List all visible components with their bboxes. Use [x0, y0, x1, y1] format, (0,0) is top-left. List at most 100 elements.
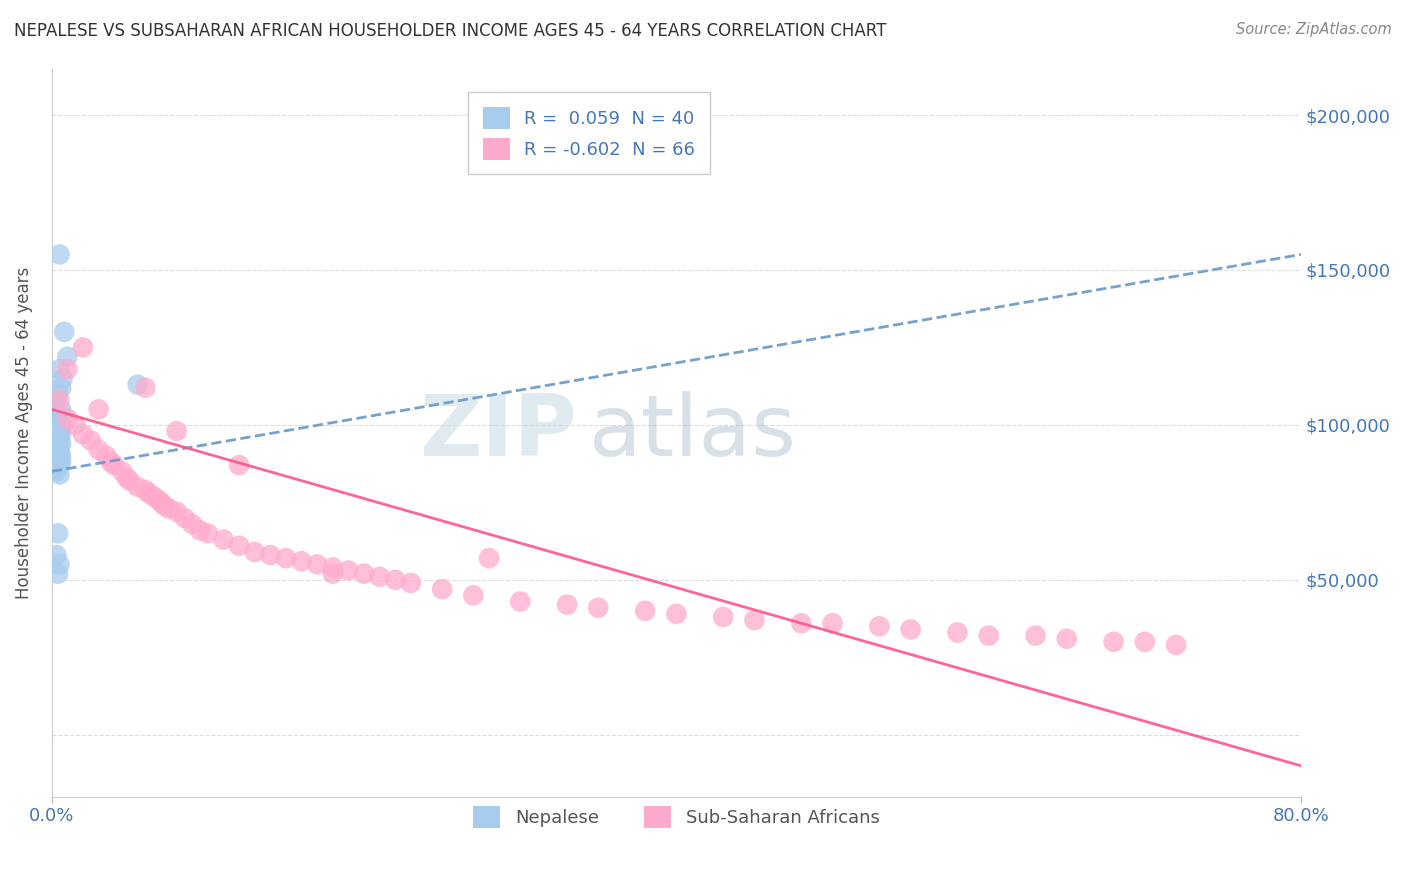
Point	[48, 430, 70, 444]
Point	[46, 526, 69, 541]
Point	[368, 570, 391, 584]
Point	[555, 598, 578, 612]
Point	[157, 501, 180, 516]
Point	[399, 576, 422, 591]
Point	[665, 607, 688, 621]
Point	[118, 474, 141, 488]
Point	[138, 486, 160, 500]
Point	[45, 464, 67, 478]
Point	[384, 573, 406, 587]
Point	[259, 548, 281, 562]
Point	[228, 458, 250, 473]
Point	[711, 610, 734, 624]
Point	[134, 483, 156, 497]
Point	[48, 558, 70, 572]
Point	[115, 470, 138, 484]
Point	[45, 449, 67, 463]
Point	[134, 381, 156, 395]
Point	[49, 381, 72, 395]
Point	[150, 495, 173, 509]
Point	[153, 499, 176, 513]
Point	[1133, 635, 1156, 649]
Point	[181, 517, 204, 532]
Point	[291, 554, 314, 568]
Point	[977, 629, 1000, 643]
Point	[243, 545, 266, 559]
Point	[87, 442, 110, 457]
Point	[45, 548, 67, 562]
Point	[49, 427, 72, 442]
Point	[49, 455, 72, 469]
Point	[307, 558, 329, 572]
Point	[212, 533, 235, 547]
Point	[48, 446, 70, 460]
Point	[63, 417, 86, 432]
Point	[48, 467, 70, 482]
Point	[46, 458, 69, 473]
Point	[1164, 638, 1187, 652]
Point	[44, 396, 66, 410]
Point	[509, 594, 531, 608]
Point	[146, 492, 169, 507]
Point	[46, 566, 69, 581]
Point	[463, 588, 485, 602]
Point	[46, 446, 69, 460]
Point	[56, 411, 79, 425]
Point	[1056, 632, 1078, 646]
Point	[188, 523, 211, 537]
Point	[52, 417, 75, 432]
Text: NEPALESE VS SUBSAHARAN AFRICAN HOUSEHOLDER INCOME AGES 45 - 64 YEARS CORRELATION: NEPALESE VS SUBSAHARAN AFRICAN HOUSEHOLD…	[14, 22, 886, 40]
Point	[322, 560, 344, 574]
Point	[478, 551, 501, 566]
Point	[142, 489, 165, 503]
Point	[46, 387, 69, 401]
Point	[946, 625, 969, 640]
Point	[80, 434, 103, 448]
Point	[56, 362, 79, 376]
Point	[48, 362, 70, 376]
Point	[821, 616, 844, 631]
Point	[46, 442, 69, 457]
Point	[430, 582, 453, 596]
Point	[48, 411, 70, 425]
Point	[744, 613, 766, 627]
Point	[72, 340, 94, 354]
Point	[46, 452, 69, 467]
Point	[48, 455, 70, 469]
Point	[197, 526, 219, 541]
Point	[274, 551, 297, 566]
Point	[49, 449, 72, 463]
Point	[900, 623, 922, 637]
Text: atlas: atlas	[589, 392, 797, 475]
Point	[52, 371, 75, 385]
Point	[45, 442, 67, 457]
Point	[48, 421, 70, 435]
Point	[48, 452, 70, 467]
Point	[72, 427, 94, 442]
Point	[337, 564, 360, 578]
Text: Source: ZipAtlas.com: Source: ZipAtlas.com	[1236, 22, 1392, 37]
Point	[173, 511, 195, 525]
Text: ZIP: ZIP	[419, 392, 576, 475]
Point	[49, 402, 72, 417]
Point	[87, 402, 110, 417]
Point	[48, 393, 70, 408]
Point	[46, 434, 69, 448]
Point	[353, 566, 375, 581]
Legend: Nepalese, Sub-Saharan Africans: Nepalese, Sub-Saharan Africans	[467, 798, 887, 835]
Point	[56, 350, 79, 364]
Point	[127, 377, 149, 392]
Point	[1025, 629, 1047, 643]
Point	[322, 566, 344, 581]
Point	[96, 449, 118, 463]
Point	[588, 600, 610, 615]
Point	[1102, 635, 1125, 649]
Point	[100, 455, 122, 469]
Point	[166, 424, 188, 438]
Point	[228, 539, 250, 553]
Point	[634, 604, 657, 618]
Point	[127, 480, 149, 494]
Y-axis label: Householder Income Ages 45 - 64 years: Householder Income Ages 45 - 64 years	[15, 267, 32, 599]
Point	[48, 440, 70, 454]
Point	[790, 616, 813, 631]
